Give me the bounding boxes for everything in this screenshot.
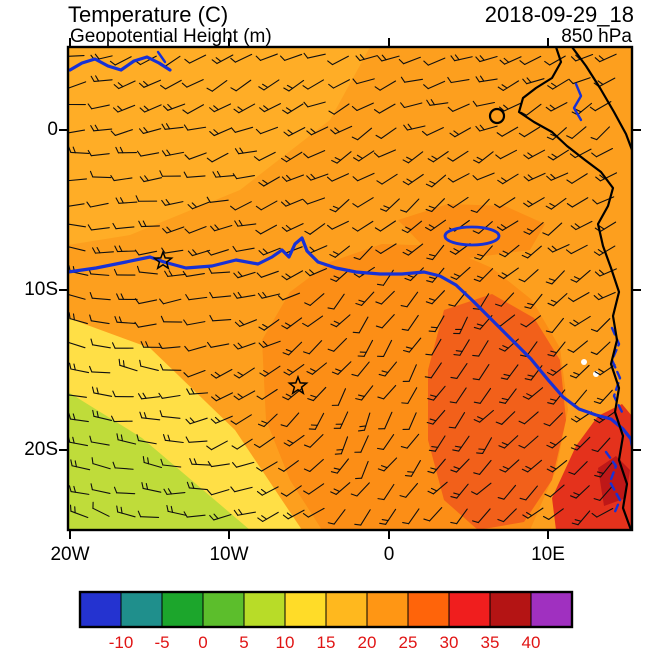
colorbar-cell	[448, 591, 491, 628]
y-axis-label-0: 0	[47, 119, 58, 140]
temp-region-green-corner	[68, 392, 250, 530]
coastline-northeast	[571, 47, 632, 151]
colorbar-cell	[407, 591, 450, 628]
height-contour-closed	[443, 225, 501, 247]
colorbar-label-30: 30	[439, 633, 459, 652]
coastline-main	[517, 47, 632, 530]
temp-region-warm-wash-topleft	[68, 47, 370, 245]
x-axis-label-10E: 10E	[531, 544, 565, 565]
map-border	[66, 45, 634, 532]
map-fill-layers	[68, 47, 632, 530]
colorbar-label-25: 25	[398, 633, 418, 652]
height-contour-coastal	[604, 450, 622, 516]
shaded-variable-title: Temperature (C)	[68, 2, 229, 27]
colorbar-label-40: 40	[521, 633, 541, 652]
colorbar	[78, 590, 574, 629]
colorbar-label-0: 0	[198, 633, 208, 652]
height-contour-coastal	[572, 82, 583, 122]
colorbar-cell	[202, 591, 245, 628]
height-contour-main	[68, 236, 632, 447]
colorbar-cell	[366, 591, 409, 628]
colorbar-cell	[325, 591, 368, 628]
colorbar-label-35: 35	[480, 633, 500, 652]
station-star-marker	[287, 374, 309, 396]
axis-ticks	[59, 38, 641, 539]
x-axis-label-20W: 20W	[50, 544, 90, 565]
colorbar-cell	[530, 591, 573, 628]
colorbar-border	[78, 590, 574, 629]
colorbar-label-10: 10	[275, 633, 295, 652]
contour-variable-title: Geopotential Height (m)	[70, 26, 272, 47]
colorbar-label-5: 5	[239, 633, 249, 652]
colorbar-cell	[284, 591, 327, 628]
height-contour-north	[68, 55, 172, 72]
x-axis-label-10W: 10W	[209, 544, 249, 565]
pressure-level-label: 850 hPa	[561, 26, 632, 47]
wind-barbs-layer	[68, 52, 618, 526]
colorbar-cell	[489, 591, 532, 628]
island-outline	[488, 107, 506, 125]
temp-region-deep-orange	[428, 294, 566, 530]
colorbar-label--10: -10	[108, 633, 134, 652]
height-contours-layer	[68, 50, 632, 516]
missing-data-spot	[593, 371, 599, 377]
colorbar-cell	[243, 591, 286, 628]
datetime-label: 2018-09-29_18	[484, 2, 634, 27]
missing-data-spot	[581, 359, 587, 365]
height-contour-coastal	[610, 326, 624, 414]
colorbar-label-15: 15	[316, 633, 336, 652]
temp-region-dark-orange-band-north	[398, 204, 545, 258]
colorbar-label--5: -5	[154, 633, 170, 652]
y-axis-label-20S: 20S	[24, 439, 58, 460]
x-axis-label-0: 0	[383, 544, 395, 565]
y-axis-label-10S: 10S	[24, 279, 58, 300]
station-star-marker	[152, 249, 174, 271]
coastline-layer	[488, 47, 632, 530]
colorbar-cell	[120, 591, 163, 628]
colorbar-cell	[161, 591, 204, 628]
colorbar-cell	[79, 591, 122, 628]
colorbar-label-20: 20	[357, 633, 377, 652]
height-contour-branch	[156, 50, 167, 64]
